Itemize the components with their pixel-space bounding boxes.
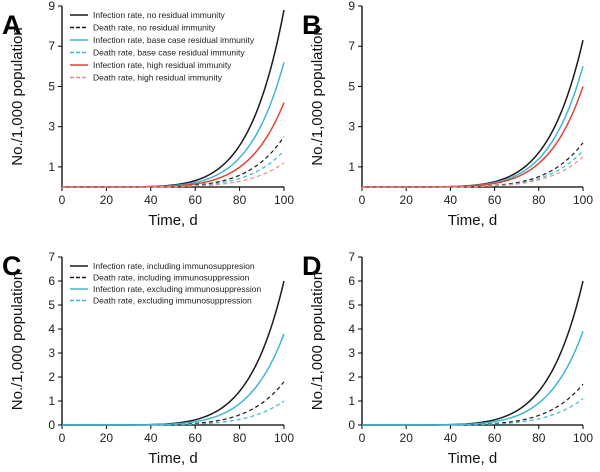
y-tick-label: 7	[48, 250, 55, 264]
y-tick-label: 1	[48, 394, 55, 408]
y-axis-label: No./1,000 population	[309, 27, 326, 165]
y-tick-label: 2	[48, 370, 55, 384]
panel-a: A 0 20 40 60 80 100 1 3 5 7 9 Time, d No./1,000 popul…	[2, 0, 294, 229]
legend: Infection rate, including immunosuppresi…	[70, 261, 261, 306]
x-tick-label: 20	[400, 193, 414, 207]
x-tick-label: 80	[532, 193, 546, 207]
y-tick-label: 5	[348, 79, 355, 93]
legend-entry-label: Death rate, base case residual immunity	[93, 48, 245, 58]
y-tick-label: 6	[48, 274, 55, 288]
x-tick-label: 0	[359, 431, 366, 445]
y-tick-label: 5	[48, 298, 55, 312]
y-tick-label: 1	[348, 160, 355, 174]
legend-entry-label: Infection rate, excluding immunosuppress…	[93, 284, 261, 294]
panel-letter: A	[2, 10, 22, 40]
death-rate-series-line	[362, 150, 584, 188]
infection-rate-series-line	[62, 333, 285, 426]
panel-letter: D	[302, 251, 322, 281]
panel-b: B 0 20 40 60 80 100 1 3 5 7 9 Time, d No./1,000 popul…	[302, 0, 593, 229]
y-axis-label: No./1,000 population	[309, 272, 326, 410]
y-tick-label: 6	[348, 274, 355, 288]
legend-entry-label: Death rate, including immunosuppression	[93, 273, 250, 283]
y-tick-label: 7	[348, 39, 355, 53]
x-axis-label: Time, d	[448, 450, 497, 467]
x-tick-label: 100	[573, 193, 593, 207]
x-tick-label: 60	[189, 193, 203, 207]
x-tick-label: 0	[59, 193, 66, 207]
y-axis-label: No./1,000 population	[9, 272, 26, 410]
panel-letter: C	[2, 251, 22, 281]
legend-entry-label: Infection rate, including immunosuppresi…	[93, 261, 255, 271]
legend-entry-label: Infection rate, no residual immunity	[93, 10, 226, 20]
x-tick-label: 40	[444, 193, 458, 207]
panel-d: D 0 20 40 60 80 100 0 1 2 3 4 5 6 7 Time, d No./1,000 po…	[302, 250, 593, 467]
x-tick-label: 80	[233, 193, 247, 207]
x-axis-label: Time, d	[148, 212, 197, 229]
y-tick-label: 7	[48, 39, 55, 53]
y-tick-label: 7	[348, 250, 355, 264]
x-tick-label: 60	[189, 431, 203, 445]
legend-entry-label: Death rate, high residual immunity	[93, 73, 223, 83]
legend-entry-label: Death rate, excluding immunosuppression	[93, 296, 252, 306]
y-tick-label: 3	[348, 120, 355, 134]
infection-rate-series-line	[362, 40, 584, 188]
x-tick-label: 60	[488, 193, 502, 207]
death-rate-series-line	[362, 156, 584, 188]
x-axis-label: Time, d	[448, 212, 497, 229]
x-tick-label: 40	[144, 431, 158, 445]
x-tick-label: 40	[444, 431, 458, 445]
x-tick-label: 0	[359, 193, 366, 207]
y-tick-label: 1	[348, 394, 355, 408]
y-tick-label: 9	[348, 0, 355, 13]
y-tick-label: 0	[348, 418, 355, 432]
y-tick-label: 4	[48, 322, 55, 336]
y-tick-label: 9	[48, 0, 55, 13]
x-axis-label: Time, d	[148, 450, 197, 467]
legend: Infection rate, no residual immunity Deat…	[70, 10, 255, 83]
y-tick-label: 4	[348, 322, 355, 336]
x-tick-label: 100	[274, 431, 294, 445]
death-rate-series-line	[362, 142, 584, 188]
x-tick-label: 20	[100, 431, 114, 445]
x-tick-label: 80	[532, 431, 546, 445]
legend-entry-label: Death rate, no residual immunity	[93, 23, 216, 33]
death-rate-series-line	[362, 398, 584, 426]
y-tick-label: 5	[348, 298, 355, 312]
x-tick-label: 60	[488, 431, 502, 445]
infection-rate-series-line	[362, 280, 584, 426]
y-axis-label: No./1,000 population	[9, 27, 26, 165]
y-tick-label: 3	[48, 120, 55, 134]
y-tick-label: 5	[48, 79, 55, 93]
panel-c: C 0 20 40 60 80 100 0 1 2 3 4 5 6 7 Time, d No./1,000 po…	[2, 250, 294, 467]
y-tick-label: 2	[348, 370, 355, 384]
x-tick-label: 40	[144, 193, 158, 207]
death-rate-series-line	[62, 400, 285, 426]
y-tick-label: 3	[348, 346, 355, 360]
legend-entry-label: Infection rate, base case residual immun…	[93, 35, 255, 45]
x-tick-label: 100	[573, 431, 593, 445]
x-tick-label: 0	[59, 431, 66, 445]
panel-letter: B	[302, 10, 322, 40]
x-tick-label: 20	[100, 193, 114, 207]
infection-rate-series-line	[362, 66, 584, 188]
y-tick-label: 0	[48, 418, 55, 432]
y-tick-label: 1	[48, 160, 55, 174]
x-tick-label: 100	[274, 193, 294, 207]
legend-entry-label: Infection rate, high residual immunity	[93, 60, 232, 70]
death-rate-series-line	[62, 381, 285, 426]
death-rate-series-line	[362, 383, 584, 426]
x-tick-label: 80	[233, 431, 247, 445]
death-rate-series-line	[62, 162, 285, 188]
x-tick-label: 20	[400, 431, 414, 445]
y-tick-label: 3	[48, 346, 55, 360]
